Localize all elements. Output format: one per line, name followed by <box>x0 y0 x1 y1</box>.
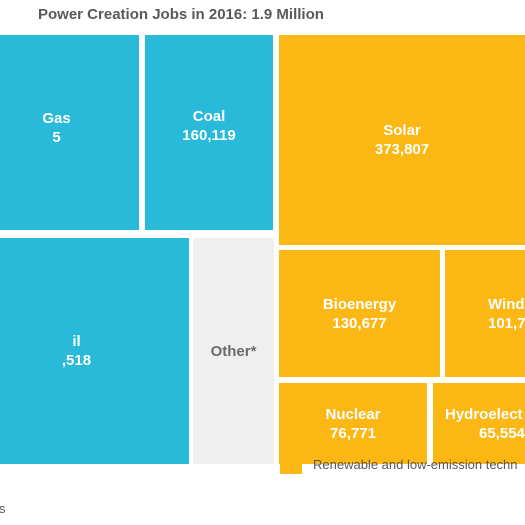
tile-bioenergy: Bioenergy 130,677 <box>279 250 440 377</box>
tile-wind: Wind 101,73 <box>445 250 525 377</box>
legend-renewable-label: Renewable and low-emission techn <box>313 457 518 472</box>
tile-label: Coal <box>192 107 226 125</box>
tile-oil: il ,518 <box>0 238 189 464</box>
tile-value: 101,73 <box>488 314 525 332</box>
tile-value: 160,119 <box>182 126 236 144</box>
tile-other: Other* <box>193 238 274 464</box>
legend-renewable-swatch <box>280 452 302 474</box>
tile-label: Gas <box>42 109 71 127</box>
tile-value: ,518 <box>61 352 92 369</box>
legend-fossil-label: s <box>0 501 6 516</box>
tile-coal: Coal 160,119 <box>145 35 273 230</box>
chart-title: Power Creation Jobs in 2016: 1.9 Million <box>38 6 324 23</box>
tile-hydroelectric: Hydroelect 65,554 <box>433 383 525 464</box>
tile-label: Bioenergy <box>322 295 397 313</box>
tile-label: Wind <box>488 295 525 313</box>
tile-value: 5 <box>52 128 61 146</box>
tile-gas: Gas 5 <box>0 35 139 230</box>
tile-value: 76,771 <box>330 424 376 442</box>
tile-solar: Solar 373,807 <box>279 35 525 245</box>
tile-nuclear: Nuclear 76,771 <box>279 383 427 464</box>
tile-label: Other* <box>210 342 257 360</box>
tile-label: Hydroelect <box>445 405 523 423</box>
tile-value: 130,677 <box>332 314 387 332</box>
tile-label: Solar <box>383 122 421 139</box>
tile-value: 373,807 <box>374 141 430 158</box>
tile-label: il <box>72 333 81 350</box>
tile-value: 65,554 <box>479 424 525 442</box>
tile-label: Nuclear <box>325 405 381 423</box>
